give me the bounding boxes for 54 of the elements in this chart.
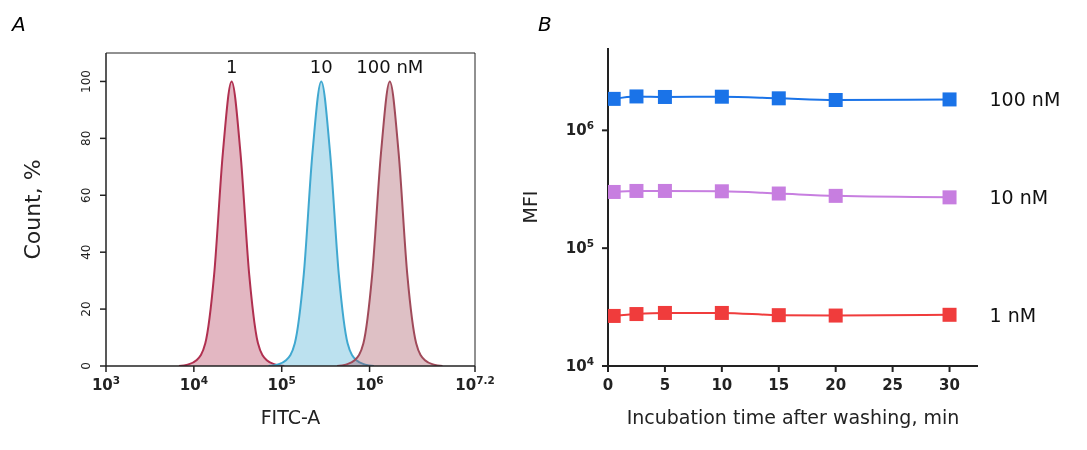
point — [942, 307, 957, 322]
annotation: 1 — [225, 56, 238, 78]
point — [657, 305, 672, 320]
x-tick-label: 20 — [825, 376, 847, 394]
point — [608, 184, 621, 199]
point — [828, 308, 843, 323]
x-axis-title: FITC-A — [260, 406, 321, 428]
point — [629, 307, 644, 322]
x-tick-label: 30 — [939, 376, 960, 394]
x-axis-title: Incubation time after washing, min — [626, 406, 960, 428]
point — [608, 308, 621, 323]
y-axis-title: Count, % — [19, 159, 45, 260]
x-tick-label: 10$^{4}$ — [179, 374, 208, 394]
x-tick-label: 25 — [882, 376, 904, 394]
point — [714, 184, 729, 199]
y-tick-label: 40 — [79, 244, 93, 260]
x-tick-label: 5 — [659, 376, 671, 394]
y-tick-label: 80 — [79, 130, 93, 146]
point — [942, 190, 957, 205]
point — [771, 308, 786, 323]
point — [608, 91, 621, 106]
y-tick-label: 10$^{4}$ — [565, 355, 594, 375]
y-tick-label: 100 — [79, 70, 93, 93]
x-tick-label: 0 — [602, 376, 614, 394]
point — [828, 92, 843, 107]
point — [771, 186, 786, 201]
x-tick-label: 15 — [768, 376, 790, 394]
point — [714, 89, 729, 104]
point — [657, 89, 672, 104]
y-tick-label: 10$^{6}$ — [565, 119, 594, 140]
annotation: 100 nM — [356, 56, 424, 78]
point — [771, 91, 786, 106]
y-tick-label: 10$^{5}$ — [565, 237, 594, 258]
series-label: 1 nM — [989, 303, 1037, 326]
point — [714, 305, 729, 320]
chart-title: A — [12, 12, 26, 36]
series-label: 10 nM — [989, 186, 1049, 209]
x-tick-label: 10$^{5}$ — [267, 374, 296, 394]
x-tick-label: 10 — [711, 376, 733, 394]
point — [828, 188, 843, 203]
y-tick-label: 20 — [79, 301, 93, 317]
annotation: 10 — [309, 56, 333, 78]
point — [657, 183, 672, 198]
point — [629, 183, 644, 198]
x-tick-label: 10$^{3}$ — [91, 374, 121, 394]
chart-title: B — [538, 12, 552, 36]
series-label: 100 nM — [989, 88, 1061, 111]
y-axis-title: MFI — [518, 190, 541, 224]
x-tick-label: 10$^{7.2}$ — [455, 374, 495, 394]
x-tick-label: 10$^{6}$ — [355, 374, 384, 394]
point — [629, 89, 644, 104]
y-tick-label: 60 — [79, 187, 93, 203]
point — [942, 92, 957, 107]
y-tick-label: 0 — [79, 362, 93, 370]
